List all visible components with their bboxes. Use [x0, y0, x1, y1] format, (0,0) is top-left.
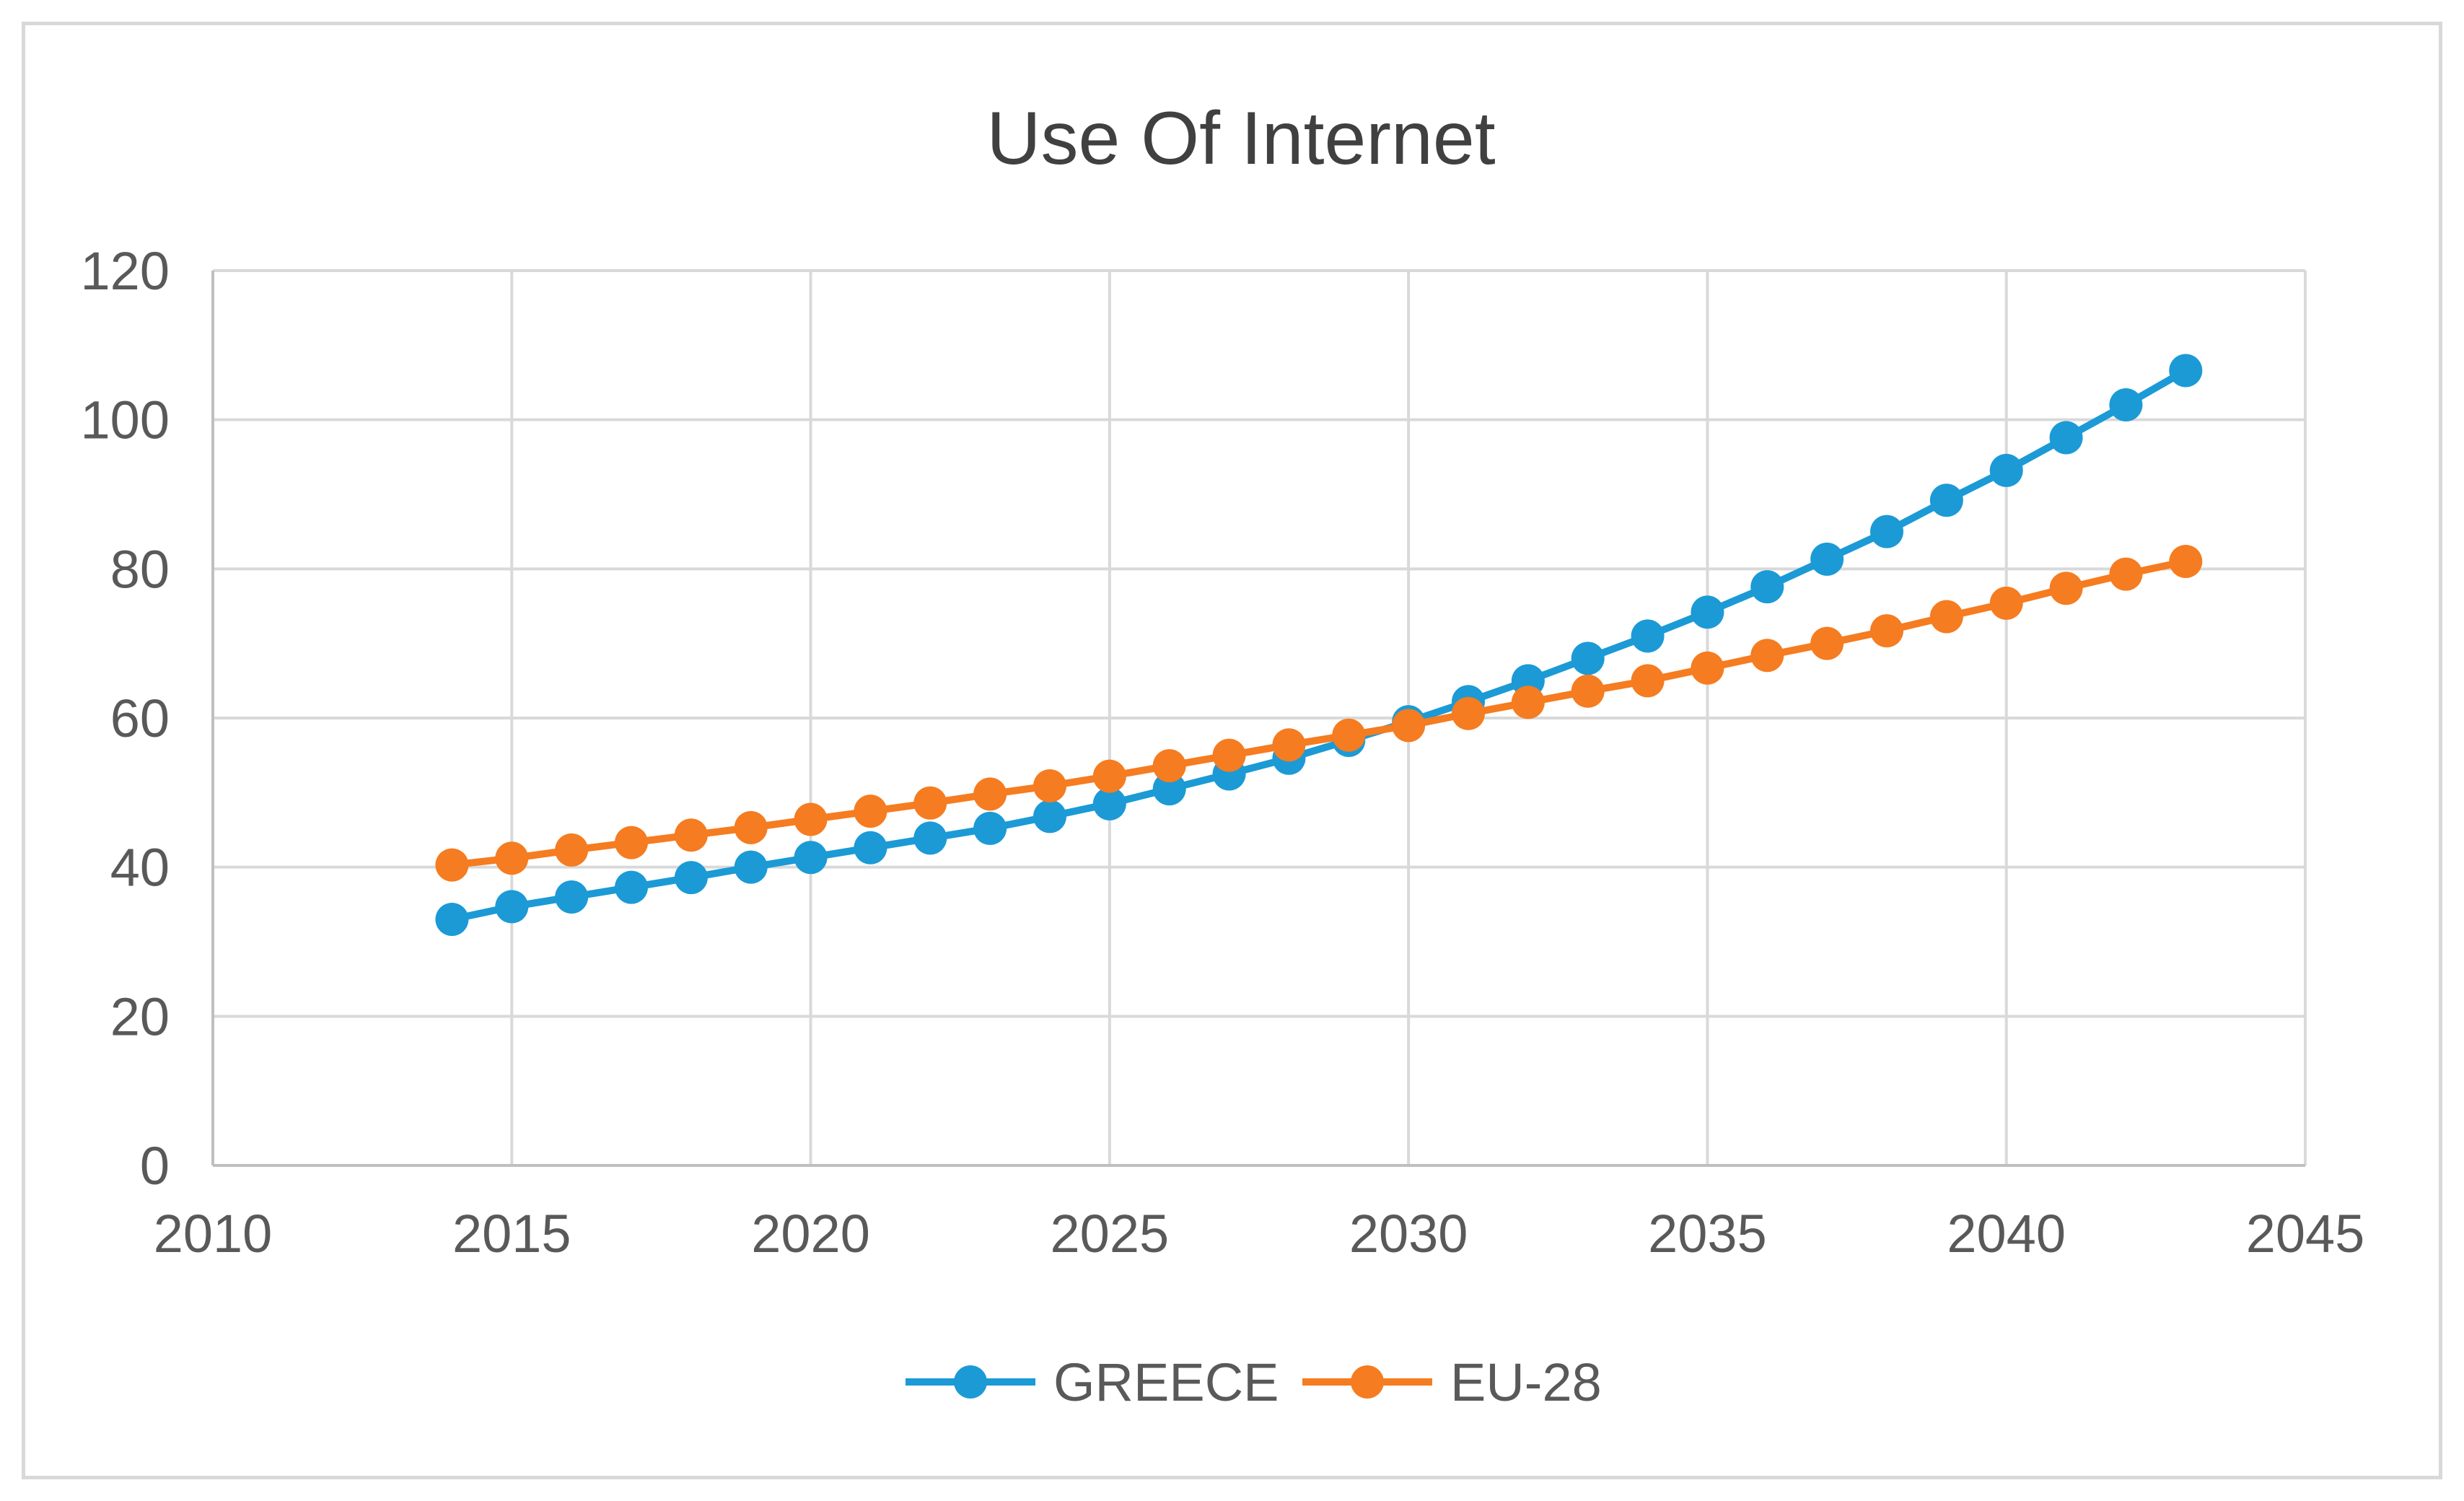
data-point-eu-28 [1272, 728, 1306, 762]
data-point-eu-28 [1810, 626, 1844, 660]
x-tick-label: 2030 [1349, 1204, 1468, 1264]
x-tick-label: 2020 [751, 1204, 870, 1264]
data-point-greece [1152, 772, 1186, 806]
legend: GREECE EU-28 [906, 1352, 1602, 1412]
y-tick-label: 0 [140, 1136, 170, 1196]
chart-frame: Use Of Internet 0 20 40 60 80 100 120 2010 2015 2… [22, 22, 2442, 1479]
data-point-greece [1571, 642, 1605, 675]
data-point-greece [794, 841, 828, 875]
data-point-eu-28 [1392, 709, 1426, 743]
y-tick-label: 60 [110, 688, 170, 748]
data-point-greece [2169, 354, 2203, 388]
data-point-greece [1033, 800, 1066, 833]
x-tick-label: 2045 [2246, 1204, 2365, 1264]
data-point-greece [2109, 388, 2143, 421]
y-tick-label: 80 [110, 539, 170, 599]
data-point-greece [1691, 595, 1724, 629]
data-point-eu-28 [674, 818, 708, 852]
data-point-eu-28 [1452, 696, 1485, 730]
data-point-greece [1810, 542, 1844, 576]
data-point-greece [854, 831, 887, 865]
data-point-greece [1092, 787, 1126, 820]
data-point-greece [674, 861, 708, 895]
data-point-eu-28 [1511, 686, 1545, 719]
data-point-eu-28 [2169, 545, 2203, 578]
y-tick-label: 40 [110, 838, 170, 898]
legend-label-eu-28: EU-28 [1450, 1352, 1602, 1412]
data-point-greece [615, 870, 648, 904]
series-line-greece [451, 367, 2188, 923]
grid [213, 269, 2307, 1165]
data-point-greece [1929, 483, 1963, 517]
data-point-eu-28 [1929, 600, 1963, 634]
data-point-eu-28 [1332, 718, 1366, 752]
data-point-eu-28 [435, 848, 469, 882]
data-point-eu-28 [794, 802, 828, 836]
data-point-greece [1989, 453, 2023, 487]
data-point-eu-28 [973, 777, 1007, 811]
data-point-eu-28 [1870, 614, 1903, 648]
legend-marker-greece [954, 1365, 987, 1399]
data-point-eu-28 [913, 786, 947, 820]
data-point-eu-28 [1092, 759, 1126, 793]
data-point-greece [734, 850, 768, 884]
data-point-eu-28 [2109, 557, 2143, 591]
data-point-greece [1750, 570, 1784, 604]
data-point-greece [913, 821, 947, 855]
data-point-eu-28 [854, 795, 887, 828]
data-point-eu-28 [1212, 738, 1246, 772]
x-tick-label: 2035 [1648, 1204, 1767, 1264]
y-tick-label: 100 [81, 390, 170, 450]
data-point-eu-28 [1152, 749, 1186, 783]
data-point-eu-28 [734, 810, 768, 844]
plot-area [435, 354, 2203, 936]
data-point-eu-28 [495, 841, 529, 875]
data-point-eu-28 [1571, 674, 1605, 708]
data-point-eu-28 [1691, 651, 1724, 685]
legend-label-greece: GREECE [1053, 1352, 1279, 1412]
data-point-greece [555, 880, 589, 914]
data-point-eu-28 [1989, 586, 2023, 620]
data-point-eu-28 [555, 833, 589, 867]
data-point-greece [1631, 619, 1665, 653]
x-tick-label: 2025 [1051, 1204, 1170, 1264]
legend-marker-eu-28 [1351, 1365, 1384, 1399]
data-point-greece [2049, 421, 2083, 455]
data-point-greece [973, 811, 1007, 845]
y-tick-label: 20 [110, 986, 170, 1046]
x-tick-label: 2010 [154, 1204, 273, 1264]
chart-title: Use Of Internet [986, 97, 1495, 180]
data-point-greece [435, 903, 469, 936]
data-point-eu-28 [1750, 639, 1784, 673]
y-tick-label: 120 [81, 241, 170, 301]
series-line-eu-28 [451, 558, 2187, 869]
data-point-eu-28 [1033, 769, 1066, 803]
x-tick-label: 2040 [1947, 1204, 2066, 1264]
data-point-eu-28 [615, 826, 648, 859]
data-point-eu-28 [1631, 664, 1665, 698]
data-point-greece [495, 890, 529, 924]
data-point-eu-28 [2049, 572, 2083, 605]
data-point-greece [1870, 515, 1903, 548]
x-tick-label: 2015 [452, 1204, 571, 1264]
